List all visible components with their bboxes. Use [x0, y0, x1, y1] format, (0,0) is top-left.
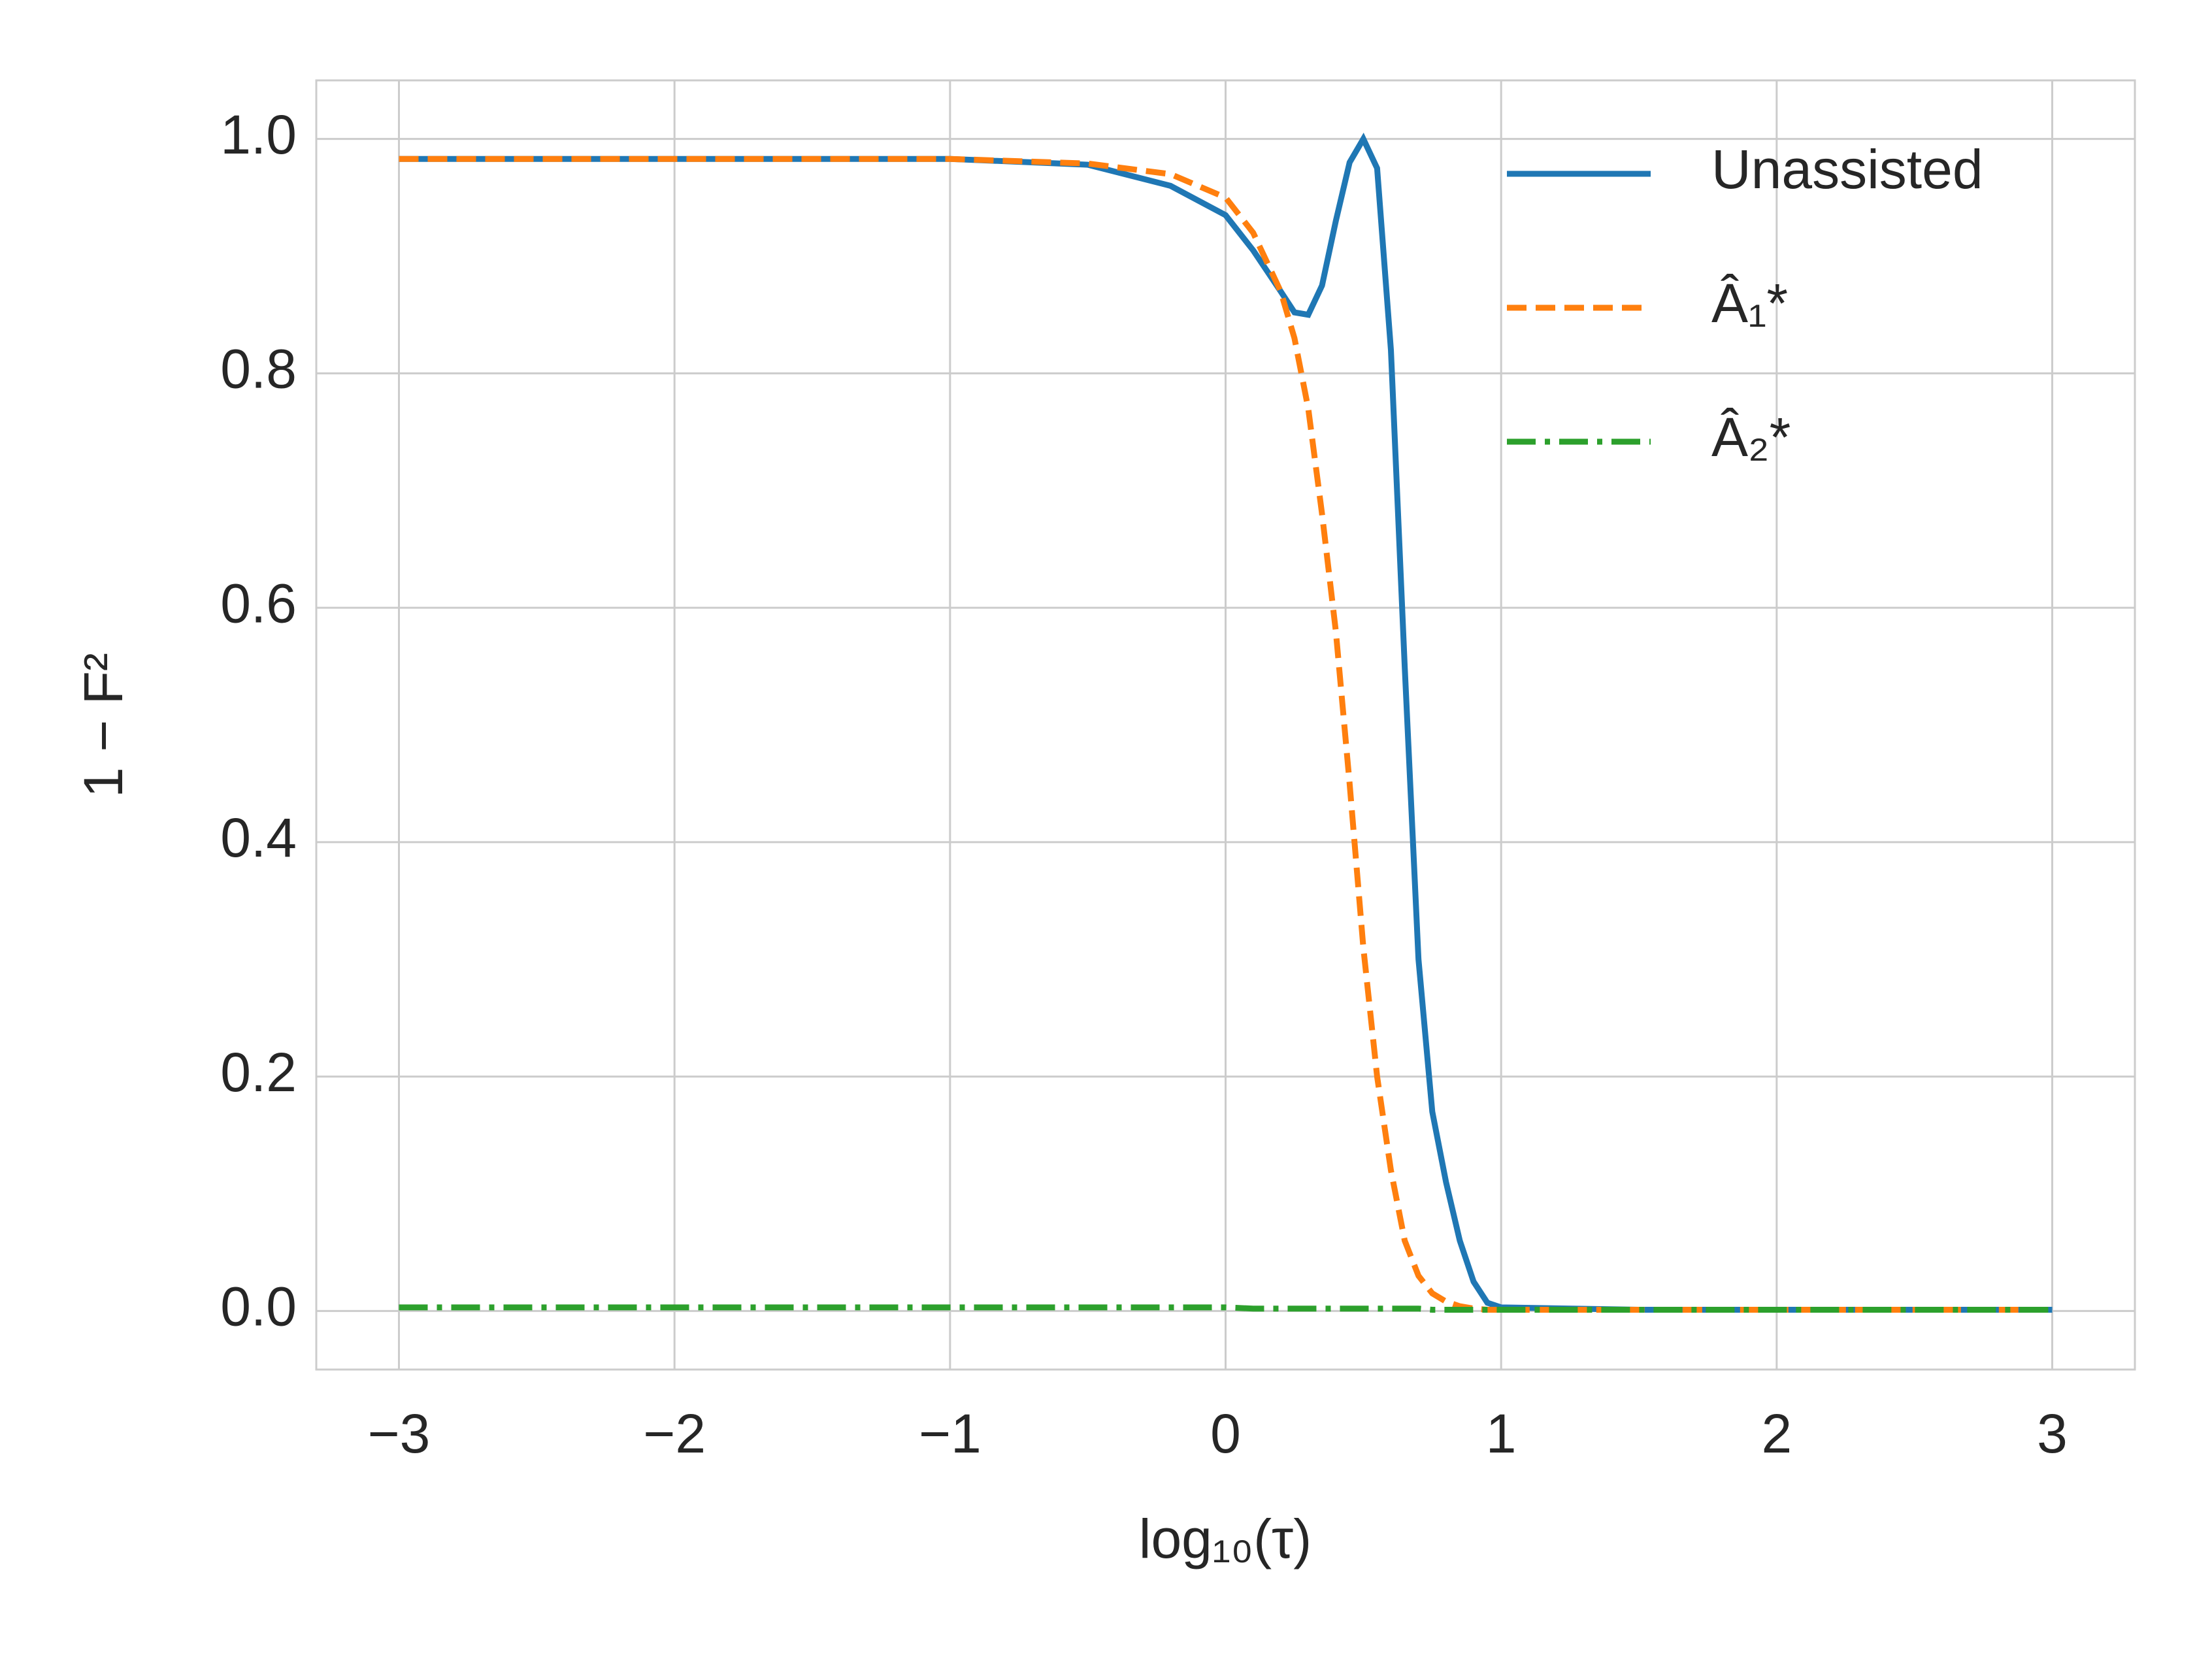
- y-tick-label: 0.2: [220, 1042, 297, 1103]
- y-tick-label: 0.0: [220, 1276, 297, 1338]
- x-tick-label: 3: [2037, 1403, 2068, 1464]
- x-axis-label: log₁₀(τ): [1139, 1508, 1312, 1569]
- x-tick-label: 1: [1486, 1403, 1517, 1464]
- legend-label: Â₁*: [1711, 272, 1788, 334]
- x-tick-label: −3: [368, 1403, 431, 1464]
- x-tick-label: 2: [1761, 1403, 1792, 1464]
- x-tick-label: −2: [643, 1403, 706, 1464]
- y-tick-label: 0.8: [220, 338, 297, 400]
- y-tick-label: 0.6: [220, 572, 297, 634]
- legend-label: Â₂*: [1711, 406, 1791, 468]
- y-tick-label: 0.4: [220, 807, 297, 868]
- data-line: [399, 156, 2053, 1313]
- data-line: [399, 1304, 2053, 1313]
- y-tick-label: 1.0: [220, 104, 297, 165]
- legend-label: Unassisted: [1711, 139, 1983, 200]
- x-tick-label: −1: [919, 1403, 982, 1464]
- x-tick-label: 0: [1210, 1403, 1241, 1464]
- y-axis-label: 1 − F²: [73, 653, 134, 798]
- data-line: [399, 133, 2053, 1313]
